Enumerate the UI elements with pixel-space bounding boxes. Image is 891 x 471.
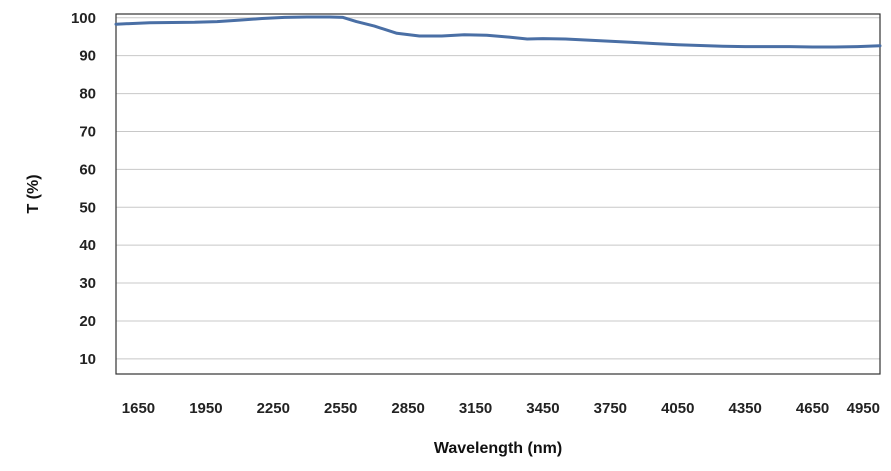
- x-tick-label: 2550: [324, 400, 357, 417]
- plot-frame: [115, 13, 881, 375]
- y-tick-label: 100: [71, 10, 96, 27]
- y-tick-label: 60: [79, 161, 96, 178]
- x-tick-label: 1950: [189, 400, 222, 417]
- y-tick-label: 70: [79, 123, 96, 140]
- x-tick-label: 4650: [796, 400, 829, 417]
- y-tick-label: 90: [79, 48, 96, 65]
- y-axis-title: T (%): [25, 174, 42, 213]
- x-tick-label: 3150: [459, 400, 492, 417]
- x-tick-label: 2250: [257, 400, 290, 417]
- x-tick-label: 3750: [594, 400, 627, 417]
- x-tick-labels: 1650 1950 2250 2550 2850 3150 3450 3750 4050 4350…: [122, 400, 880, 417]
- gridlines: [116, 17, 880, 360]
- y-tick-labels: 10 20 30 40 50 60 70 80 90 100: [71, 10, 96, 368]
- x-tick-label: 2850: [391, 400, 424, 417]
- y-tick-label: 40: [79, 237, 96, 254]
- x-tick-label: 1650: [122, 400, 155, 417]
- x-tick-label: 4950: [847, 400, 880, 417]
- series-layer: [114, 15, 882, 49]
- x-axis-title: Wavelength (nm): [434, 440, 562, 457]
- y-tick-label: 50: [79, 199, 96, 216]
- y-tick-label: 20: [79, 313, 96, 330]
- x-tick-label: 4350: [728, 400, 761, 417]
- y-tick-label: 10: [79, 351, 96, 368]
- y-tick-label: 80: [79, 86, 96, 103]
- x-tick-label: 4050: [661, 400, 694, 417]
- series-line-0: [114, 15, 882, 49]
- y-tick-label: 30: [79, 275, 96, 292]
- x-tick-label: 3450: [526, 400, 559, 417]
